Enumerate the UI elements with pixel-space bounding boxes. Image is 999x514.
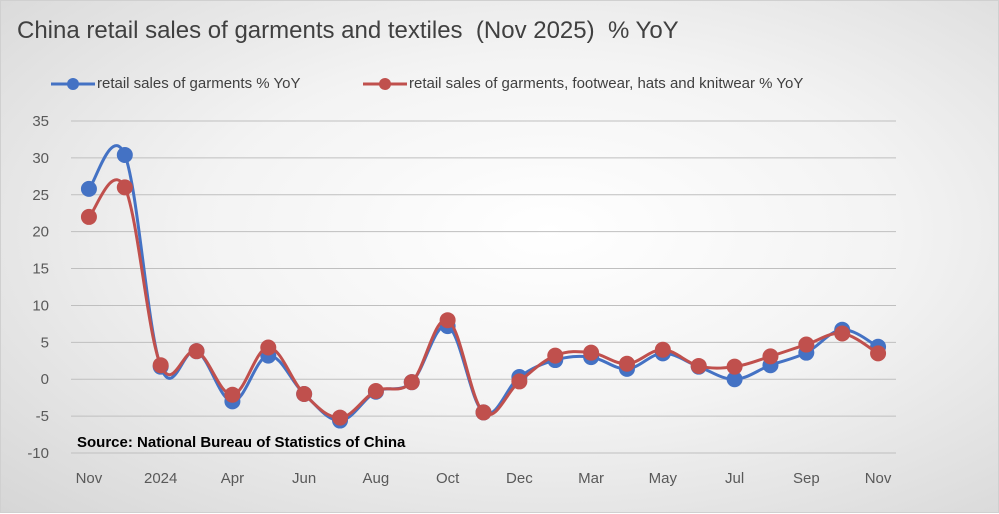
x-tick-label: Dec [506, 470, 533, 487]
x-tick-label: 2024 [144, 470, 177, 487]
data-point-series-1 [726, 371, 743, 388]
data-point-series-2 [224, 386, 241, 403]
x-tick-label: Nov [865, 470, 892, 487]
y-tick-label: 20 [32, 224, 49, 241]
y-tick-label: 15 [32, 261, 49, 278]
y-tick-label: -5 [36, 408, 49, 425]
data-point-series-2 [188, 343, 205, 360]
data-point-series-2 [798, 336, 815, 353]
data-point-series-2 [834, 325, 851, 342]
legend-item-garments: retail sales of garments % YoY [51, 75, 300, 92]
x-tick-label: Jul [725, 470, 744, 487]
x-tick-label: Sep [793, 470, 820, 487]
data-point-series-2 [762, 348, 779, 365]
data-point-series-2 [403, 374, 420, 391]
data-point-series-2 [511, 373, 528, 390]
x-tick-label: Oct [436, 470, 460, 487]
data-point-series-2 [80, 208, 97, 225]
legend-label-garments-footwear: retail sales of garments, footwear, hats… [409, 75, 804, 92]
data-point-series-2 [654, 341, 671, 358]
data-point-series-2 [618, 355, 635, 372]
y-tick-label: -10 [27, 445, 49, 462]
y-tick-label: 5 [41, 334, 49, 351]
legend-swatch-garments-footwear [363, 77, 407, 90]
x-tick-label: Apr [221, 470, 244, 487]
data-point-series-2 [547, 347, 564, 364]
legend-item-garments-footwear: retail sales of garments, footwear, hats… [363, 75, 803, 92]
data-point-series-2 [475, 404, 492, 421]
x-tick-label: Nov [76, 470, 103, 487]
data-point-series-1 [116, 146, 133, 163]
y-tick-label: 0 [41, 371, 49, 388]
data-point-series-2 [152, 357, 169, 374]
data-point-series-2 [726, 358, 743, 375]
data-point-series-2 [870, 345, 887, 362]
y-tick-label: 10 [32, 297, 49, 314]
series-line-2 [87, 178, 879, 420]
data-point-series-2 [260, 339, 277, 356]
x-tick-label: Aug [363, 470, 390, 487]
data-point-series-2 [116, 179, 133, 196]
x-tick-label: May [649, 470, 678, 487]
data-point-series-2 [367, 383, 384, 400]
chart-title: China retail sales of garments and texti… [17, 17, 679, 44]
data-point-series-2 [296, 385, 313, 402]
data-point-series-2 [690, 357, 707, 374]
y-tick-label: 35 [32, 113, 49, 130]
y-tick-label: 30 [32, 150, 49, 167]
x-tick-label: Mar [578, 470, 604, 487]
data-point-series-2 [583, 344, 600, 361]
source-note: Source: National Bureau of Statistics of… [77, 434, 406, 451]
data-point-series-1 [80, 180, 97, 197]
data-point-series-2 [332, 409, 349, 426]
legend-swatch-garments [51, 77, 95, 90]
y-tick-label: 25 [32, 187, 49, 204]
x-tick-label: Jun [292, 470, 316, 487]
legend-label-garments: retail sales of garments % YoY [97, 75, 301, 92]
data-point-series-2 [439, 312, 456, 329]
